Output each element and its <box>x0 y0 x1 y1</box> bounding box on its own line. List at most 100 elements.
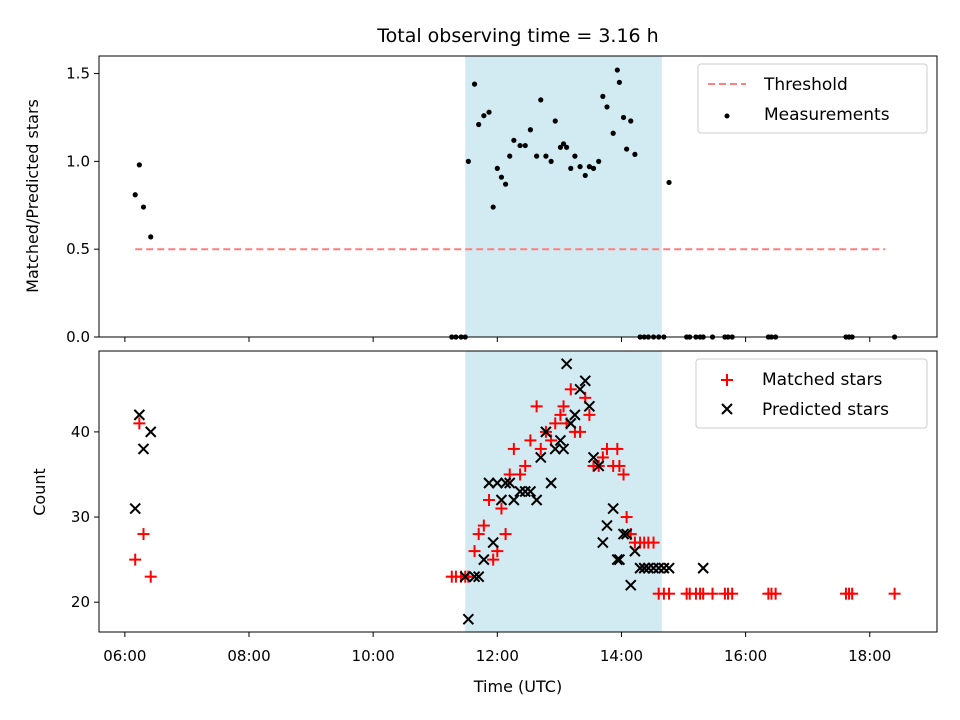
measurement-point <box>590 165 597 171</box>
predicted-point <box>620 528 633 540</box>
bottom-ytick-label-1: 30 <box>71 508 90 526</box>
measurement-point <box>490 204 496 210</box>
matched-point <box>613 459 626 472</box>
measurement-point <box>527 127 534 133</box>
legend-matched-swatch <box>721 374 733 386</box>
matched-point <box>487 553 500 566</box>
xtick-label-3: 12:00 <box>476 647 519 665</box>
matched-point <box>611 442 624 455</box>
measurement-point <box>616 79 622 85</box>
top-ytick-label-3: 1.5 <box>66 65 90 83</box>
measurement-point <box>471 81 478 87</box>
predicted-point <box>524 485 537 498</box>
predicted-point <box>129 502 141 515</box>
matched-point <box>600 442 613 455</box>
predicted-point <box>652 562 665 574</box>
matched-point <box>483 494 496 507</box>
bottom-panel-points <box>129 358 901 625</box>
measurement-point <box>582 172 588 179</box>
measurement-point <box>548 158 554 164</box>
top-panel-ylabel: Matched/Predicted stars <box>23 99 42 293</box>
matched-point <box>144 570 157 583</box>
predicted-point <box>495 494 508 506</box>
top-panel-shaded-interval <box>465 56 662 337</box>
measurement-point <box>136 162 142 168</box>
predicted-point <box>530 494 543 506</box>
predicted-point <box>579 375 591 387</box>
matched-point <box>499 528 512 541</box>
matched-point <box>507 442 520 455</box>
measurement-point <box>572 153 578 159</box>
predicted-point <box>587 451 600 464</box>
predicted-point <box>592 460 605 472</box>
predicted-point <box>554 434 567 447</box>
bottom-panel: 20 30 40 06:00 08:00 10:00 12:00 14:00 16:00 18:… <box>30 350 938 696</box>
matched-point <box>647 536 660 549</box>
predicted-point <box>625 579 637 591</box>
predicted-point <box>545 477 557 489</box>
measurement-point <box>486 109 492 115</box>
legend-measurements-label: Measurements <box>764 105 890 125</box>
matched-point <box>524 434 537 447</box>
matched-point <box>554 408 567 421</box>
matched-point <box>549 417 562 430</box>
matched-point <box>472 528 485 541</box>
measurement-point <box>600 93 606 99</box>
predicted-point <box>540 426 552 438</box>
predicted-point <box>557 443 570 455</box>
predicted-point <box>133 409 146 421</box>
measurement-point <box>538 97 544 103</box>
bottom-panel-y-axis: 20 30 40 <box>71 423 99 611</box>
predicted-point <box>519 485 531 498</box>
predicted-point <box>468 570 481 583</box>
predicted-point <box>508 494 520 506</box>
predicted-point <box>642 562 655 574</box>
top-panel-y-axis: 0.0 0.5 1.0 1.5 <box>66 65 99 346</box>
predicted-point <box>634 562 646 574</box>
matched-point <box>769 587 782 600</box>
top-ytick-label-0: 0.0 <box>66 328 90 346</box>
predicted-point <box>491 477 504 489</box>
measurement-point <box>494 165 500 171</box>
predicted-point <box>499 477 512 489</box>
top-legend: Threshold Measurements <box>697 63 928 134</box>
legend-matched-label: Matched stars <box>762 370 882 390</box>
top-panel-frame <box>98 55 938 338</box>
bottom-panel-ylabel: Count <box>30 468 49 516</box>
matched-point <box>514 468 527 481</box>
xtick-label-0: 06:00 <box>103 647 146 665</box>
predicted-point <box>697 562 709 574</box>
matched-point <box>726 587 739 600</box>
measurement-point <box>476 121 482 128</box>
matched-point <box>495 502 508 515</box>
measurement-point <box>522 142 528 149</box>
predicted-point <box>478 553 490 566</box>
top-panel: 0.0 0.5 1.0 1.5 Matched/Predicted stars Thr… <box>23 55 938 346</box>
matched-point <box>530 400 543 413</box>
predicted-point <box>629 545 641 557</box>
matched-point <box>519 459 532 472</box>
legend-predicted-label: Predicted stars <box>762 400 889 420</box>
measurement-point <box>517 142 523 149</box>
predicted-point <box>617 528 630 540</box>
matched-point <box>846 587 859 600</box>
matched-point <box>620 511 633 524</box>
matched-point <box>557 400 570 413</box>
matched-point <box>888 587 901 600</box>
measurement-point <box>543 153 549 159</box>
xtick-label-4: 14:00 <box>600 647 643 665</box>
measurement-point <box>534 153 540 159</box>
matched-point <box>574 425 587 438</box>
measurement-point <box>604 104 610 110</box>
bottom-ytick-label-2: 40 <box>71 423 90 441</box>
legend-predicted-swatch <box>721 403 733 415</box>
measurement-point <box>465 158 471 164</box>
xtick-label-6: 18:00 <box>848 647 891 665</box>
predicted-point <box>137 443 150 455</box>
measurement-point <box>586 164 592 170</box>
predicted-point <box>565 417 577 430</box>
matched-point <box>706 587 719 600</box>
predicted-point <box>514 485 526 498</box>
predicted-point <box>472 570 485 583</box>
